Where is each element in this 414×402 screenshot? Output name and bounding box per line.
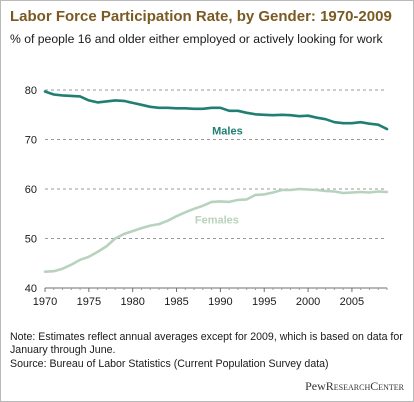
pew-research-center-logo: PewResearchCenter [305, 379, 404, 394]
line-chart: 40 50 60 70 80 1970 1975 1980 1985 1990 1995 2000 20… [25, 85, 389, 308]
series-label-females: Females [195, 215, 239, 227]
y-tick-label: 50 [25, 234, 37, 246]
x-tick-label: 1990 [208, 296, 232, 308]
x-tick-label: 1980 [120, 296, 144, 308]
y-tick-label: 80 [25, 85, 37, 97]
chart-note: Note: Estimates reflect annual averages … [10, 331, 403, 356]
chart-title: Labor Force Participation Rate, by Gende… [10, 8, 392, 25]
y-tick-label: 40 [25, 283, 37, 295]
series-line-females [43, 187, 389, 274]
x-tick-label: 1975 [77, 296, 101, 308]
x-tick-label: 2005 [340, 296, 364, 308]
x-tick-label: 1985 [164, 296, 188, 308]
x-tick-label: 1995 [252, 296, 276, 308]
x-tick-label: 2000 [296, 296, 320, 308]
logo-text-pew: Pew [305, 379, 326, 393]
series-line-males [43, 90, 389, 131]
chart-source: Source: Bureau of Labor Statistics (Curr… [10, 358, 329, 370]
x-tick-label: 1970 [33, 296, 57, 308]
series-label-males: Males [212, 126, 243, 138]
y-tick-label: 70 [25, 135, 37, 147]
logo-text-research-center: ResearchCenter [325, 379, 404, 393]
chart-subtitle: % of people 16 and older either employed… [10, 32, 383, 46]
y-tick-label: 60 [25, 184, 37, 196]
